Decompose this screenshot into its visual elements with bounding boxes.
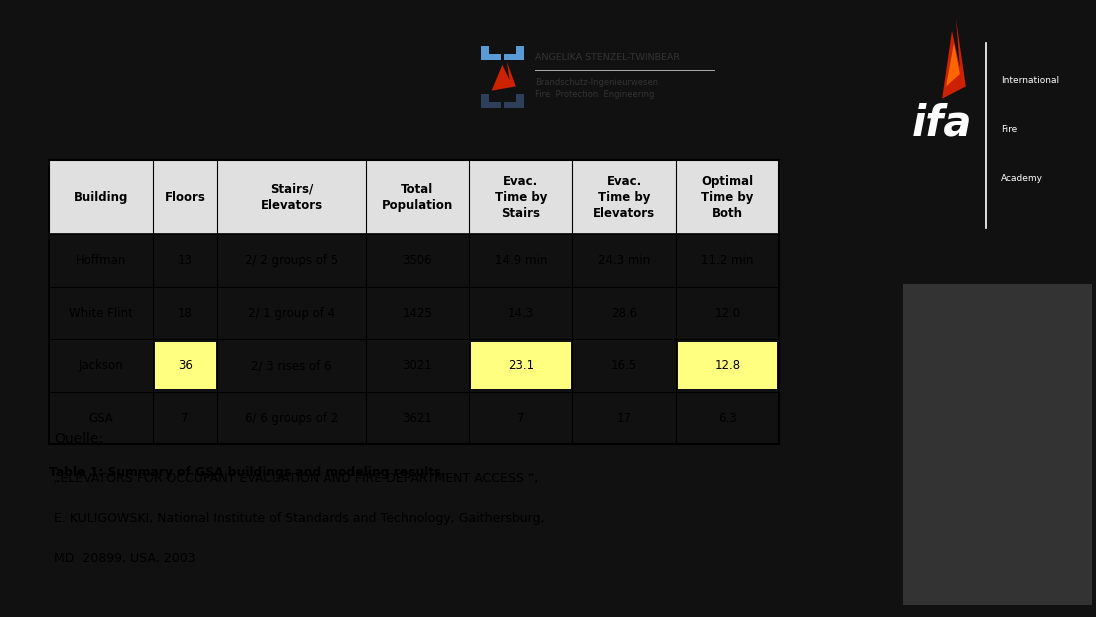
- Polygon shape: [946, 43, 960, 86]
- Text: Building: Building: [73, 191, 128, 204]
- Text: 3506: 3506: [402, 254, 432, 267]
- Text: 3021: 3021: [402, 359, 432, 372]
- Text: Table 1: Summary of GSA buildings and modeling results: Table 1: Summary of GSA buildings and mo…: [49, 466, 442, 479]
- Text: Fire: Fire: [1002, 125, 1017, 134]
- Text: 24.3 min: 24.3 min: [598, 254, 650, 267]
- Bar: [49, 160, 779, 234]
- Text: 36: 36: [178, 359, 193, 372]
- Text: Quelle:: Quelle:: [54, 432, 103, 446]
- Text: 13: 13: [178, 254, 193, 267]
- Text: 1425: 1425: [402, 307, 433, 320]
- Text: 12.0: 12.0: [715, 307, 741, 320]
- Text: Optimal
Time by
Both: Optimal Time by Both: [701, 175, 754, 220]
- Text: GSA: GSA: [89, 412, 114, 424]
- Bar: [481, 46, 489, 60]
- Text: Evac.
Time by
Stairs: Evac. Time by Stairs: [494, 175, 547, 220]
- Text: 12.8: 12.8: [715, 359, 741, 372]
- Bar: [903, 284, 1092, 605]
- Text: International: International: [1002, 76, 1060, 85]
- Text: Fire  Protection  Engineering: Fire Protection Engineering: [535, 90, 654, 99]
- Text: 6/ 6 groups of 2: 6/ 6 groups of 2: [246, 412, 339, 424]
- Bar: [516, 94, 524, 108]
- Text: 18: 18: [178, 307, 193, 320]
- Text: ANGELIKA STENZEL-TWINBEAR: ANGELIKA STENZEL-TWINBEAR: [535, 53, 680, 62]
- Bar: [481, 94, 489, 108]
- Text: 6.3: 6.3: [718, 412, 737, 424]
- Text: 7: 7: [517, 412, 525, 424]
- Text: 7: 7: [181, 412, 189, 424]
- Polygon shape: [492, 62, 516, 91]
- Text: 14.3: 14.3: [507, 307, 534, 320]
- Text: 28.6: 28.6: [612, 307, 637, 320]
- Text: 3621: 3621: [402, 412, 433, 424]
- Text: 2/ 3 rises of 6: 2/ 3 rises of 6: [251, 359, 332, 372]
- Bar: [471, 342, 571, 389]
- Text: 23.1: 23.1: [507, 359, 534, 372]
- Polygon shape: [943, 19, 966, 99]
- Text: Stairs/
Elevators: Stairs/ Elevators: [261, 183, 322, 212]
- Text: White Flint: White Flint: [69, 307, 133, 320]
- Text: E. KULIGOWSKI, National Institute of Standards and Technology, Gaithersburg,: E. KULIGOWSKI, National Institute of Sta…: [54, 512, 545, 525]
- Bar: [481, 102, 501, 108]
- Text: Evac.
Time by
Elevators: Evac. Time by Elevators: [593, 175, 655, 220]
- Bar: [481, 54, 501, 60]
- Text: 16.5: 16.5: [612, 359, 637, 372]
- Bar: [504, 54, 524, 60]
- Text: 11.2 min: 11.2 min: [701, 254, 754, 267]
- Text: 2/ 2 groups of 5: 2/ 2 groups of 5: [246, 254, 339, 267]
- Text: Academy: Academy: [1002, 175, 1043, 183]
- Bar: [516, 46, 524, 60]
- Text: 14.9 min: 14.9 min: [494, 254, 547, 267]
- Text: Brandschutz-Ingenieurwesen: Brandschutz-Ingenieurwesen: [535, 78, 658, 86]
- Text: Floors: Floors: [164, 191, 206, 204]
- Text: Total
Population: Total Population: [381, 183, 453, 212]
- Bar: [49, 160, 779, 444]
- Bar: [504, 102, 524, 108]
- Text: „ELEVATORS FOR OCCUPANT EVACUATION AND FIRE DEPARTMENT ACCESS “,: „ELEVATORS FOR OCCUPANT EVACUATION AND F…: [54, 472, 538, 485]
- Text: ifa: ifa: [912, 102, 972, 144]
- Text: Jackson: Jackson: [79, 359, 124, 372]
- Text: 17: 17: [617, 412, 631, 424]
- Text: 2/ 1 group of 4: 2/ 1 group of 4: [248, 307, 335, 320]
- Bar: [677, 342, 777, 389]
- Text: MD  20899, USA, 2003: MD 20899, USA, 2003: [54, 552, 195, 565]
- Text: Hoffman: Hoffman: [76, 254, 126, 267]
- Bar: [155, 342, 216, 389]
